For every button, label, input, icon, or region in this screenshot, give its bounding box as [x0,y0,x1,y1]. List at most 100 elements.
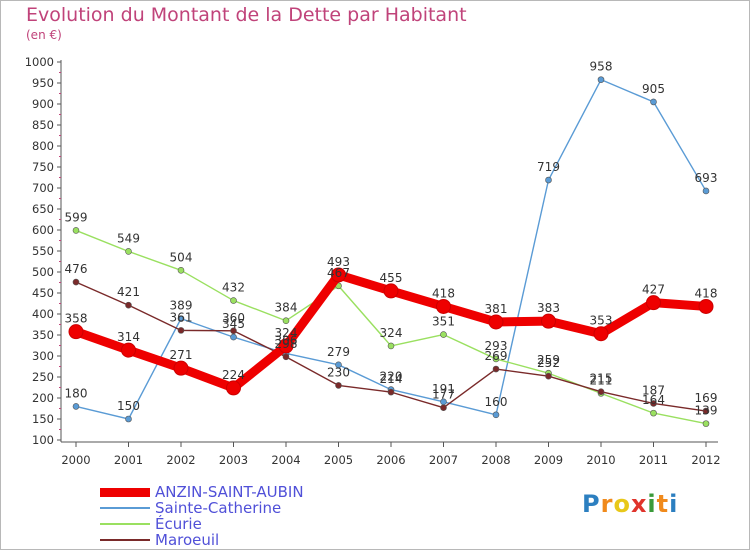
data-label: 324 [380,326,403,340]
data-label: 599 [65,210,88,224]
data-point [492,411,500,419]
data-point [125,415,132,423]
data-point [440,331,447,338]
data-point [177,315,185,322]
data-label: 361 [170,310,193,324]
legend-swatch-sainte-catherine [100,507,150,509]
legend-label-ecurie: Écurie [155,515,202,533]
data-point [72,227,80,234]
logo-letter: P [582,490,601,518]
data-point [387,388,395,396]
data-label: 324 [275,326,298,340]
x-tick-label: 2005 [324,453,353,467]
data-label: 269 [485,349,508,363]
data-label: 693 [695,171,718,185]
data-point [492,355,500,363]
data-point [230,333,237,341]
y-tick-label: 950 [32,76,54,90]
data-label: 418 [695,286,718,300]
data-point [440,404,447,411]
data-point [68,324,84,340]
data-point [230,327,237,335]
data-point [121,342,136,358]
x-tick-label: 2011 [639,453,668,467]
y-tick-label: 600 [32,223,54,237]
data-point [541,313,556,329]
data-label: 360 [222,311,245,325]
data-point [492,365,500,373]
y-tick-label: 750 [32,160,54,174]
data-point [702,407,710,415]
data-label: 252 [537,356,560,370]
y-tick-label: 700 [32,181,54,195]
data-point [282,317,290,325]
data-label: 467 [327,266,350,280]
logo-letter: i [647,490,657,518]
x-tick-label: 2004 [271,453,300,467]
x-tick-label: 2008 [481,453,510,467]
legend-swatch-ecurie [100,523,150,525]
data-point [646,295,661,311]
y-tick-label: 650 [32,202,54,216]
data-label: 383 [537,301,560,315]
data-label: 160 [485,395,508,409]
data-point [698,298,714,314]
y-tick-label: 800 [32,139,54,153]
data-point [177,267,185,274]
data-label: 549 [117,231,140,245]
data-label: 306 [275,333,298,347]
data-label: 384 [275,301,298,315]
data-point [282,353,290,361]
data-label: 358 [65,312,88,326]
data-point [226,380,241,396]
data-label: 455 [380,271,403,285]
data-label: 389 [170,299,193,313]
data-label: 351 [432,315,455,329]
x-tick-label: 2010 [586,453,615,467]
data-label: 427 [642,283,665,297]
legend-label-anzin: ANZIN-SAINT-AUBIN [155,483,304,501]
y-tick-label: 350 [32,328,54,342]
y-tick-label: 500 [32,265,54,279]
data-point [650,409,657,417]
data-point [545,372,552,380]
data-label: 259 [537,353,560,367]
chart-subtitle: (en €) [26,28,62,42]
data-label: 214 [380,372,403,386]
data-point [72,403,80,410]
data-point [383,283,399,299]
x-tick-label: 2012 [691,453,720,467]
x-tick-label: 2001 [114,453,143,467]
data-point [177,327,185,334]
y-tick-label: 150 [32,412,54,426]
logo-letter: t [656,490,670,518]
data-point [650,400,657,407]
data-label: 139 [695,404,718,418]
data-label: 230 [327,365,350,379]
y-tick-label: 550 [32,244,54,258]
x-tick-label: 2007 [429,453,458,467]
data-point [545,176,552,184]
data-label: 353 [590,314,613,328]
data-label: 298 [275,337,298,351]
data-point [230,297,237,304]
y-tick-label: 100 [32,433,54,447]
legend-label-sainte-catherine: Sainte-Catherine [155,499,282,517]
chart-title: Evolution du Montant de la Dette par Hab… [26,4,467,26]
data-point [387,342,395,350]
data-label: 279 [327,345,350,359]
data-label: 177 [432,388,455,402]
data-point [173,360,189,376]
data-label: 211 [590,373,613,387]
data-point [488,314,504,330]
data-label: 169 [695,391,718,405]
data-label: 293 [485,339,508,353]
logo-letter: r [600,490,614,518]
data-point [702,420,710,427]
data-point [335,382,342,389]
data-label: 381 [485,302,508,316]
proxiti-logo: Proxiti [582,490,678,518]
data-label: 504 [170,250,193,264]
data-point [597,76,605,83]
legend-label-maroeuil: Maroeuil [155,531,220,549]
